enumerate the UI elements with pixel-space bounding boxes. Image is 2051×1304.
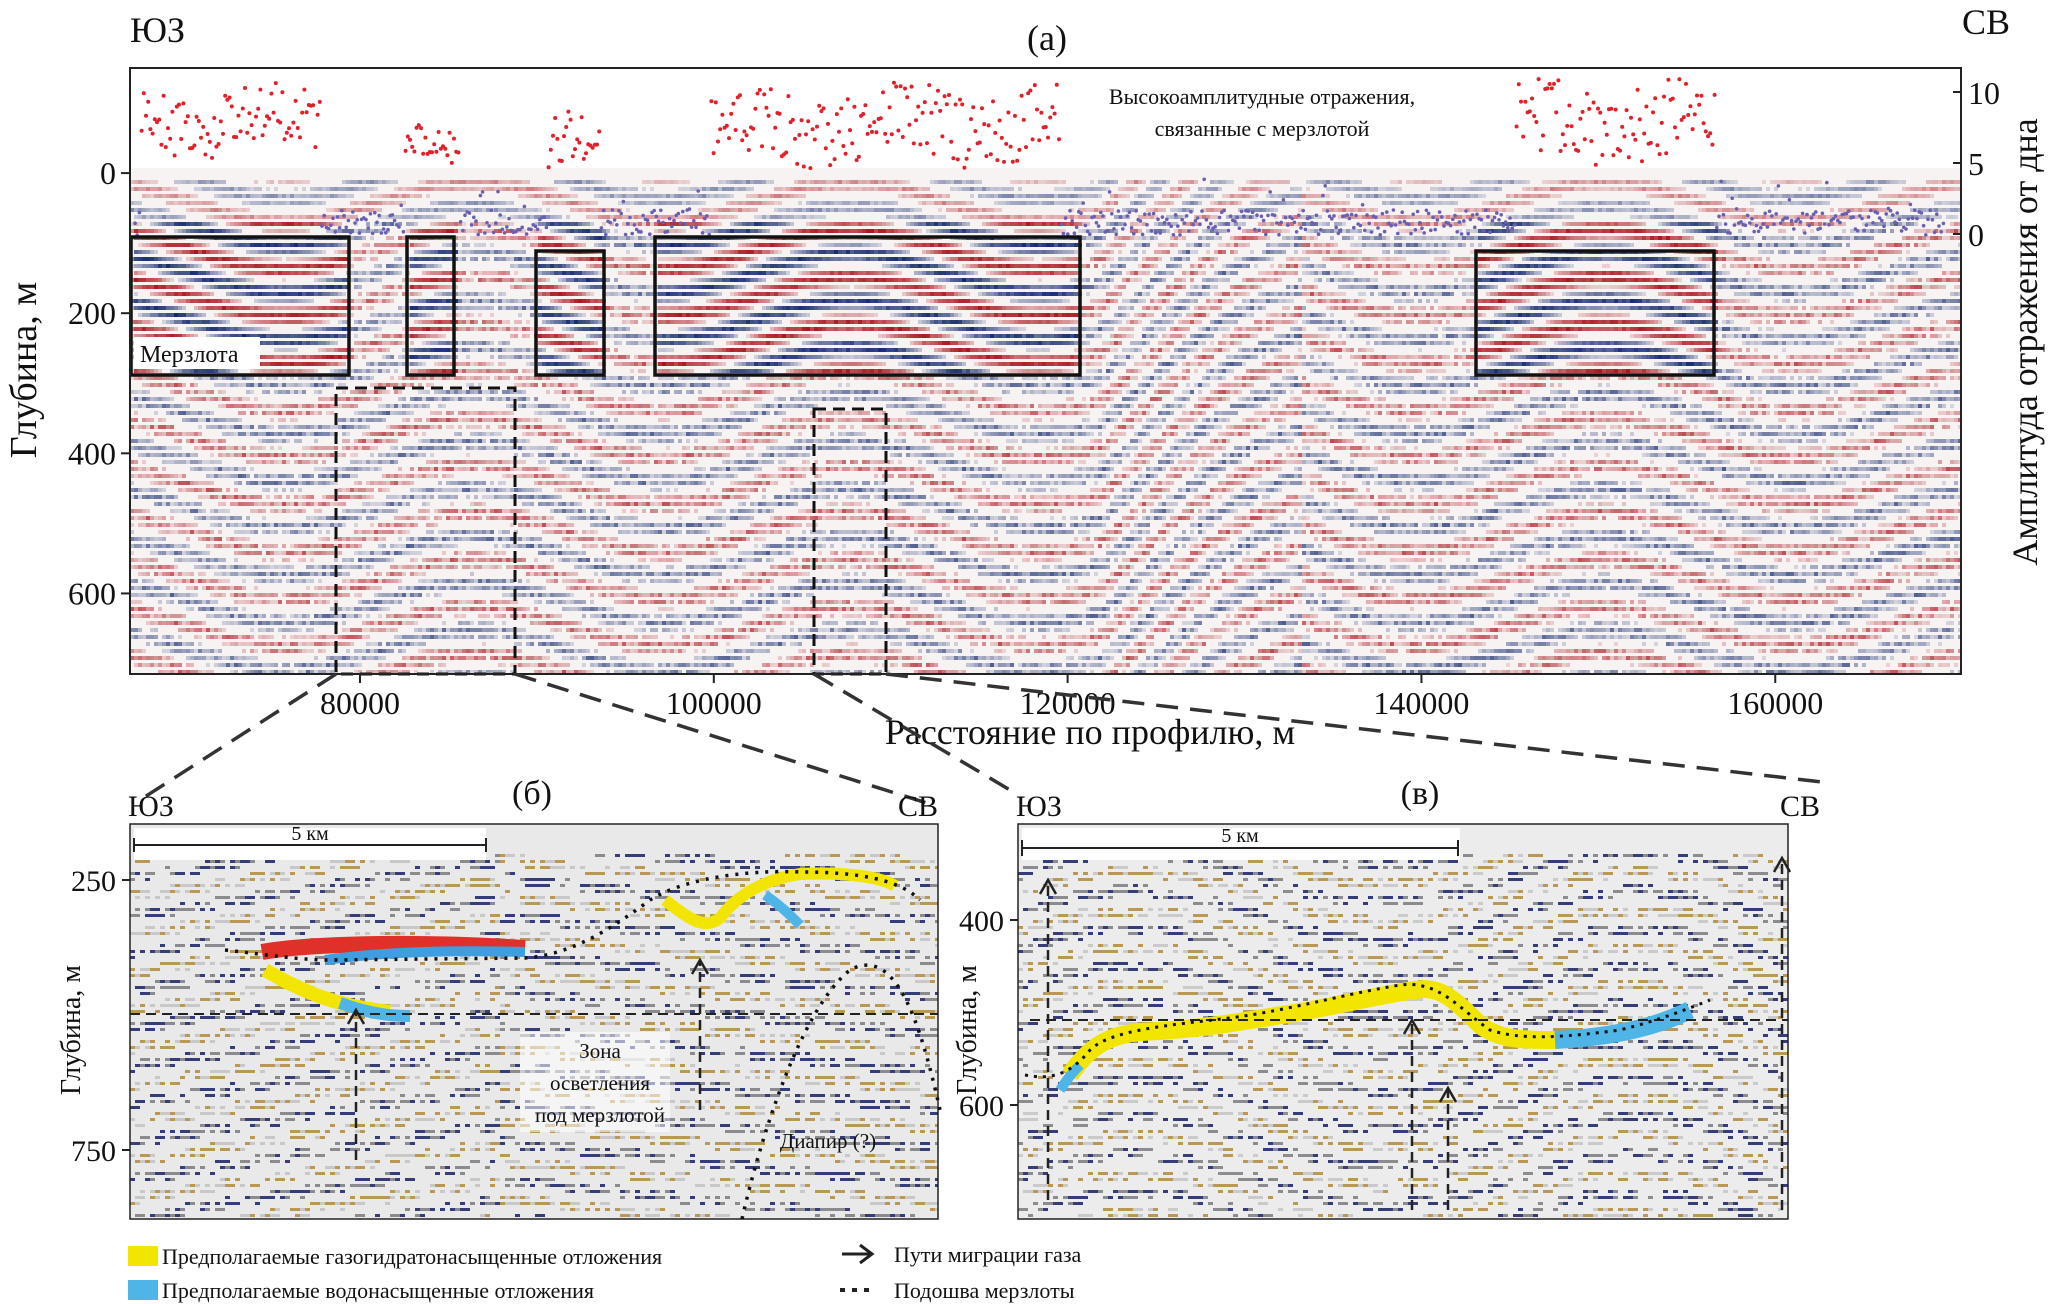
depth-a-tick: 400 — [68, 435, 116, 471]
gas-migration-arrows-c — [1038, 855, 1792, 1210]
panel-a: (a) ЮЗ СВ Мерзлота Высокоамплитудн — [3, 2, 2045, 752]
depth-a-tick: 600 — [68, 575, 116, 611]
depth-axis-b-title: Глубина, м — [56, 965, 87, 1095]
high-amplitude-annotation-line1: Высокоамплитудные отражения, — [1109, 84, 1415, 109]
amplitude-axis-title: Амплитуда отражения от дна — [2005, 118, 2045, 566]
diapir-outline — [740, 963, 942, 1220]
permafrost-label-bg — [134, 337, 260, 369]
legend-permafrost-base-label: Подошва мерзлоты — [894, 1278, 1075, 1303]
depth-c-tick-400: 400 — [959, 905, 1004, 938]
water-zone-b-1 — [338, 997, 411, 1022]
scale-bar-c-label: 5 км — [1221, 825, 1259, 847]
panel-c: (в) ЮЗ СВ 5 км — [952, 775, 1820, 1220]
legend: Предполагаемые газогидратонасыщенные отл… — [128, 1242, 1082, 1303]
depth-a-tick: 200 — [68, 295, 116, 331]
depth-c-tick-600: 600 — [959, 1090, 1004, 1123]
panel-c-ne-label: СВ — [1780, 790, 1820, 823]
panel-a-sw-label: ЮЗ — [130, 10, 185, 50]
permafrost-box-3 — [534, 249, 606, 377]
distance-a-tick: 160000 — [1727, 685, 1823, 721]
gas-migration-arrows-b — [346, 957, 710, 1160]
zone-label-line1: Зона — [579, 1039, 621, 1063]
distance-a-tick: 100000 — [666, 685, 762, 721]
permafrost-box-5 — [1474, 249, 1716, 377]
seafloor-amplitude-points — [133, 77, 1946, 237]
scale-bar-c-bg — [1022, 828, 1460, 860]
depth-a-tick: 0 — [100, 155, 116, 191]
panel-b-ne-label: СВ — [898, 790, 938, 823]
hydrate-zone-b-2 — [661, 867, 899, 930]
depth-b-tick-750: 750 — [71, 1135, 116, 1168]
seismic-frame-c — [1017, 823, 1789, 1220]
depth-axis-a: 0 200 400 600 — [68, 68, 131, 674]
zone-label-line3: под мерзлотой — [535, 1103, 665, 1127]
panel-b-label: (б) — [512, 775, 552, 812]
permafrost-box-2 — [405, 235, 456, 377]
legend-gas-paths-label: Пути миграции газа — [894, 1242, 1082, 1267]
permafrost-reflector-b — [260, 935, 526, 960]
seismic-section-b — [130, 824, 938, 1219]
amplitude-tick-5: 5 — [1968, 146, 1984, 182]
panel-c-label: (в) — [1401, 775, 1440, 812]
permafrost-label: Мерзлота — [140, 342, 239, 368]
water-zone-c — [1554, 1001, 1695, 1049]
zoom-connector-lines — [139, 672, 1823, 806]
depth-b-tick-250: 250 — [71, 865, 116, 898]
permafrost-boxes — [129, 235, 1716, 377]
seismic-section-a — [130, 68, 1961, 674]
panel-a-label: (a) — [1027, 18, 1067, 58]
legend-hydrate-label: Предполагаемые газогидратонасыщенные отл… — [162, 1244, 662, 1269]
legend-water-label: Предполагаемые водонасыщенные отложения — [162, 1278, 594, 1303]
panel-b: (б) ЮЗ СВ 5 км — [56, 775, 942, 1220]
legend-water-swatch — [128, 1280, 158, 1300]
water-zone-b-2 — [762, 890, 804, 929]
diapir-label: Диапир (?) — [780, 1129, 876, 1153]
distance-a-tick: 80000 — [320, 685, 400, 721]
permafrost-base-b — [224, 869, 922, 962]
distance-axis-a-title: Расстояние по профилю, м — [885, 712, 1295, 752]
amplitude-tick-0: 0 — [1968, 217, 1984, 253]
high-amplitude-annotation-line2: связанные с мерзлотой — [1155, 116, 1370, 141]
depth-axis-c: 400 600 — [959, 905, 1018, 1123]
depth-axis-c-title: Глубина, м — [952, 965, 983, 1095]
panel-a-ne-label: СВ — [1962, 2, 2010, 42]
scale-bar-b-label: 5 км — [291, 823, 329, 845]
panel-c-sw-label: ЮЗ — [1016, 790, 1062, 823]
panel-b-sw-label: ЮЗ — [128, 790, 174, 823]
zone-label-line2: осветления — [550, 1071, 650, 1095]
distance-axis-a: 80000 100000 120000 140000 160000 — [130, 673, 1961, 721]
distance-a-tick: 140000 — [1373, 685, 1469, 721]
permafrost-box-4 — [653, 235, 1082, 377]
hydrate-zone-c — [1062, 980, 1561, 1081]
depth-axis-a-title: Глубина, м — [3, 282, 45, 459]
legend-hydrate-swatch — [128, 1246, 158, 1266]
amplitude-tick-10: 10 — [1968, 75, 2000, 111]
amplitude-axis: 10 5 0 — [1953, 75, 2000, 253]
seismic-section-c — [1018, 824, 1788, 1219]
depth-axis-b: 250 750 — [71, 865, 130, 1168]
seismic-frame-b — [129, 823, 939, 1220]
